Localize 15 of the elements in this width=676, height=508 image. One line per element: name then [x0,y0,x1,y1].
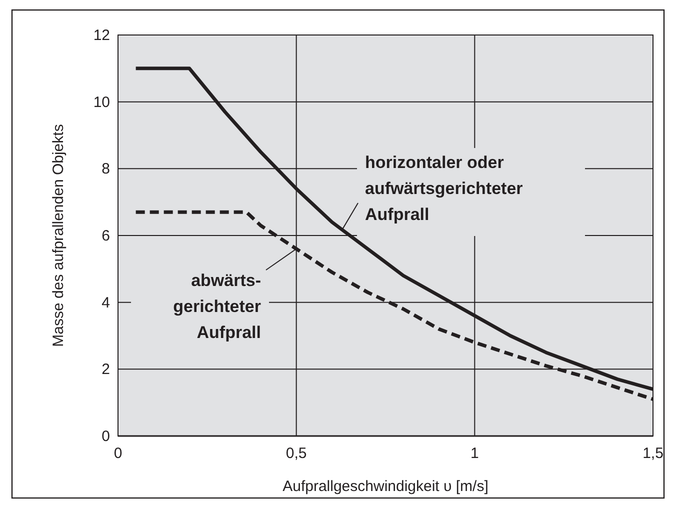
x-tick-label: 1 [470,445,479,462]
y-tick-label: 8 [102,160,110,178]
x-tick-label: 1,5 [642,445,664,462]
y-tick-label: 6 [102,228,110,244]
y-tick-label: 0 [102,428,110,445]
y-axis-title: Masse des aufprallenden Objekts [50,124,67,347]
x-axis-title: Aufprallgeschwindigkeit υ [m/s] [282,478,488,495]
y-tick-label: 2 [102,361,110,378]
y-tick-label: 10 [93,94,110,111]
annotation: abwärts- gerichteter Aufprall [173,271,262,342]
x-tick-label: 0 [114,445,122,462]
annotation: horizontaler oder aufwärtsgerichteter Aufprall [365,153,524,224]
y-tick-label: 12 [93,27,110,44]
x-tick-label: 0,5 [286,445,307,462]
y-tick-label: 4 [102,294,110,312]
